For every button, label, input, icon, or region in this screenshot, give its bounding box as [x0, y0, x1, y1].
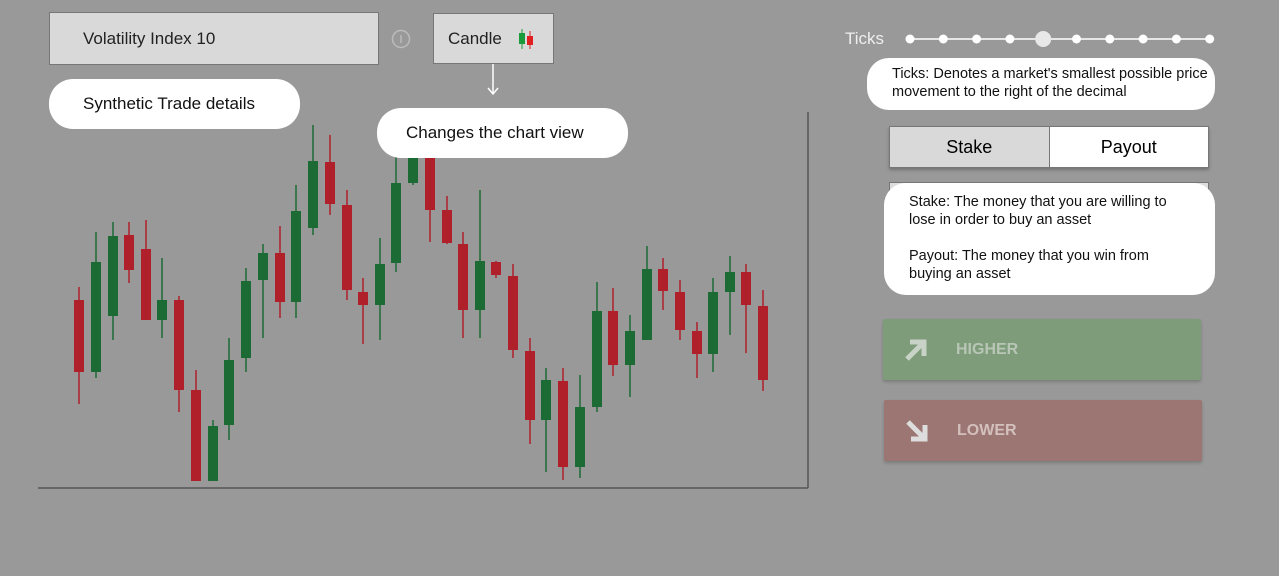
candle-body	[675, 292, 685, 330]
candle-body	[592, 311, 602, 407]
candle-body	[708, 292, 718, 354]
stake-payout-tooltip: Stake: The money that you are willing to…	[884, 183, 1215, 295]
label: Changes the chart view	[406, 123, 584, 142]
candle-body	[475, 261, 485, 310]
tick-dot	[1105, 34, 1115, 44]
candle-body	[74, 300, 84, 372]
candle-body	[408, 158, 418, 183]
candle-body	[358, 292, 368, 305]
tick-dot	[905, 34, 915, 44]
candle-body	[258, 253, 268, 280]
candle-body	[241, 281, 251, 358]
candle-body	[658, 269, 668, 291]
candle-icon	[518, 28, 533, 49]
tick-dot	[972, 34, 982, 44]
stake-explanation: Stake: The money that you are willing to…	[909, 194, 1167, 228]
label: Synthetic Trade details	[83, 94, 255, 113]
tick-dot	[1005, 34, 1015, 44]
candle-body	[342, 205, 352, 290]
candle-body	[208, 426, 218, 481]
synthetic-tooltip: Synthetic Trade details	[49, 79, 300, 129]
candle-body	[608, 311, 618, 365]
candle-body	[758, 306, 768, 380]
higher-icon	[905, 339, 927, 361]
candle-body	[325, 162, 335, 204]
candle-body	[558, 381, 568, 467]
stake-payout-toggle: Stake Payout	[889, 126, 1209, 168]
candle-body	[157, 300, 167, 320]
market-select[interactable]: Volatility Index 10	[49, 12, 379, 65]
candle-body	[191, 390, 201, 481]
candle-body	[442, 210, 452, 243]
stake-tab[interactable]: Stake	[890, 127, 1050, 167]
ticks-tooltip: Ticks: Denotes a market's smallest possi…	[867, 58, 1215, 110]
ticks-label: Ticks	[845, 29, 885, 48]
payout-tab[interactable]: Payout	[1049, 127, 1208, 167]
candle-body	[275, 253, 285, 302]
market-name: Volatility Index 10	[83, 28, 216, 48]
candle-body	[458, 244, 468, 310]
candle-body	[491, 262, 501, 275]
tick-dot	[1138, 34, 1148, 44]
candle-body	[141, 249, 151, 320]
candle-body	[642, 269, 652, 340]
tick-dot	[1035, 31, 1052, 47]
label: LOWER	[957, 421, 1017, 439]
candle-body	[308, 161, 318, 228]
lower-icon	[906, 420, 928, 442]
candle-body	[692, 331, 702, 354]
candle-body	[425, 155, 435, 210]
candle-body	[625, 331, 635, 365]
label: HIGHER	[956, 340, 1019, 358]
chart-type: Candle	[448, 28, 502, 48]
chart-view-tooltip: Changes the chart view	[377, 108, 628, 158]
candle-body	[525, 351, 535, 420]
candle-body	[575, 407, 585, 467]
arrow-down	[487, 64, 499, 96]
payout-explanation: Payout: The money that you win from buyi…	[909, 248, 1149, 282]
tick-dot	[1072, 34, 1081, 44]
lower-button[interactable]: LOWER	[884, 400, 1202, 461]
candle-body	[741, 272, 751, 305]
candle-body	[224, 360, 234, 425]
candle-body	[391, 183, 401, 263]
candle-body	[541, 380, 551, 420]
candle-body	[108, 236, 118, 316]
candle-body	[725, 272, 735, 292]
candle-body	[291, 211, 301, 302]
tick-dot	[1171, 34, 1181, 44]
candle-body	[508, 276, 518, 350]
candle-body	[91, 262, 101, 372]
candle-body	[124, 235, 134, 270]
higher-button[interactable]: HIGHER	[883, 319, 1201, 380]
candle-body	[375, 264, 385, 305]
tick-dot	[1205, 34, 1215, 44]
info-icon[interactable]	[390, 28, 412, 50]
tick-dot	[938, 34, 948, 44]
chart-type-select[interactable]: Candle	[433, 13, 554, 64]
candle-body	[174, 300, 184, 390]
ticks-slider[interactable]	[900, 26, 1220, 52]
candle-chart	[38, 112, 809, 489]
